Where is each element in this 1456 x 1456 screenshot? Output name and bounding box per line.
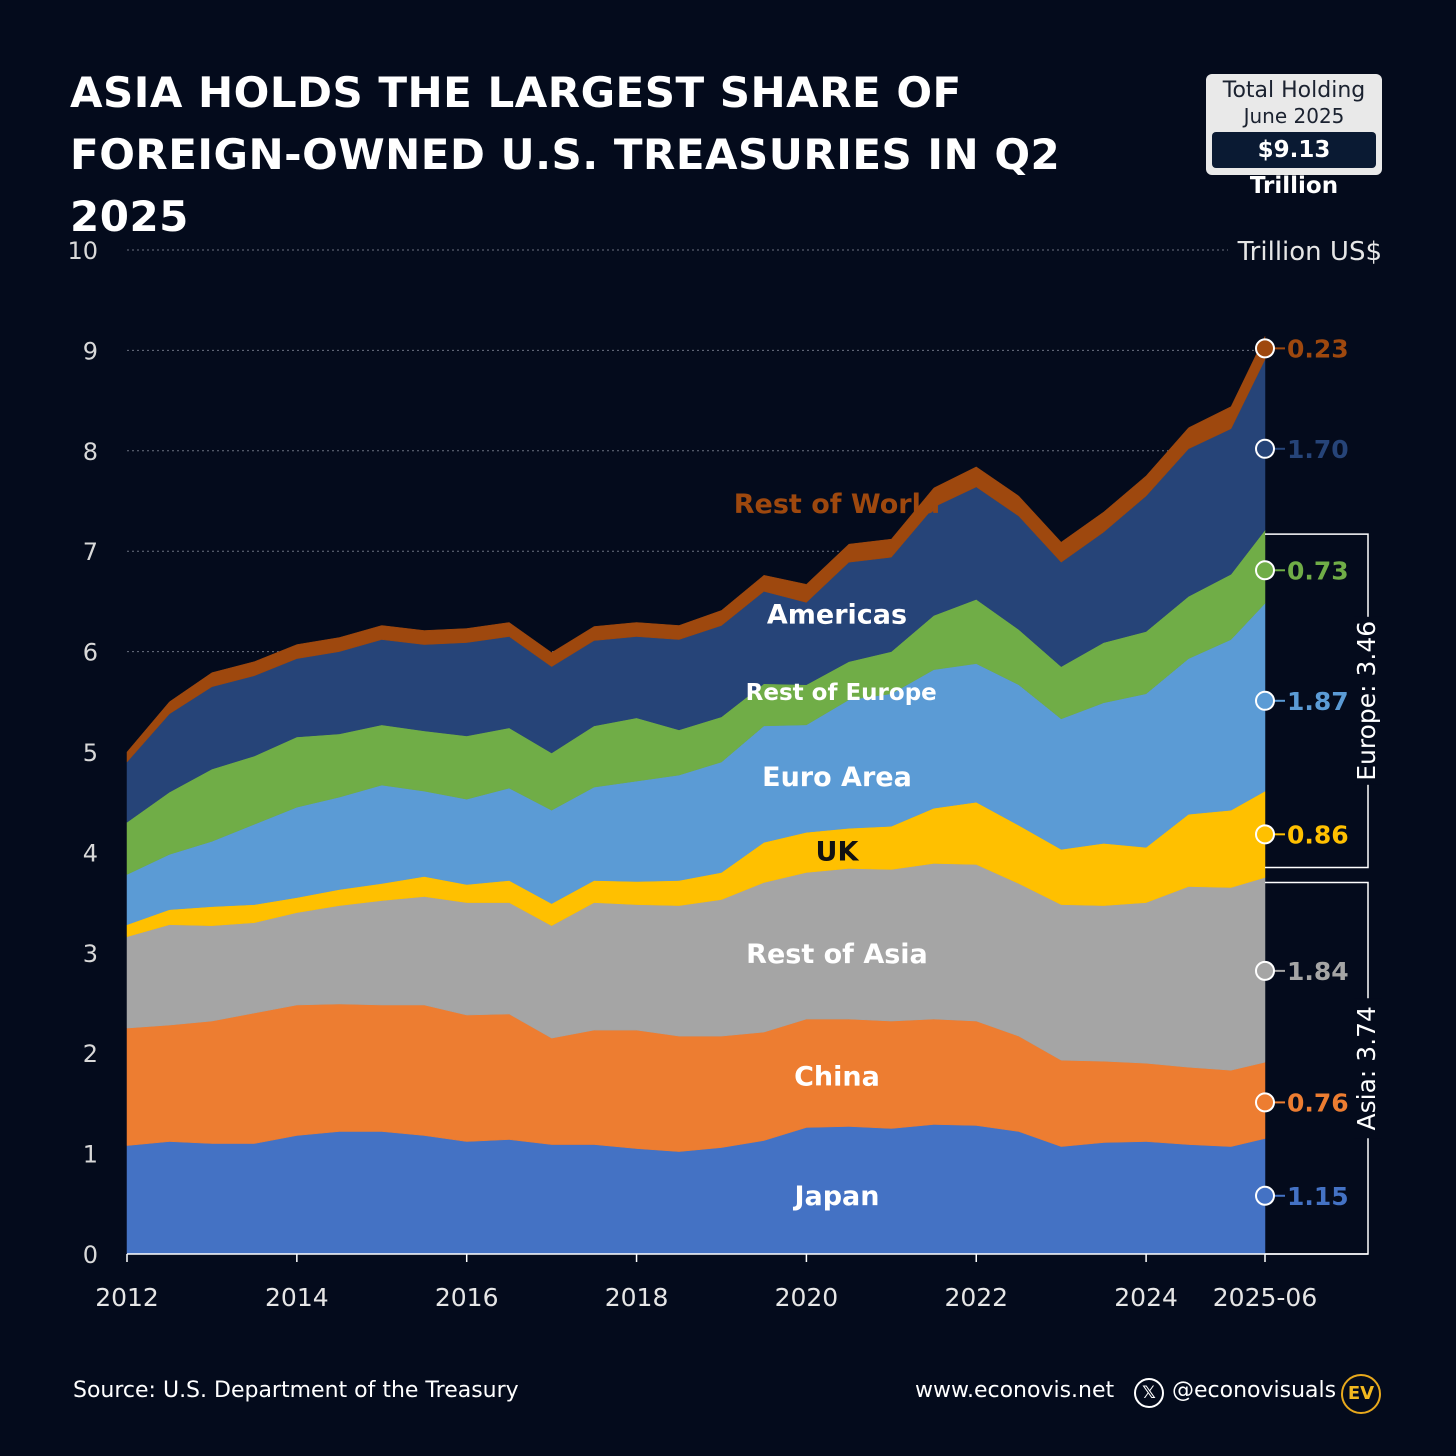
total-holding-date: June 2025 (1243, 104, 1345, 128)
x-tick-label: 2016 (435, 1283, 499, 1312)
end-marker-dot (1255, 824, 1275, 845)
end-marker-value: 1.15 (1287, 1182, 1349, 1211)
total-holding-badge: Total Holding June 2025 $9.13 Trillion (1206, 74, 1382, 199)
bracket-label: Asia: 3.74 (1352, 1006, 1381, 1130)
source-text: Source: U.S. Department of the Treasury (73, 1378, 519, 1403)
end-marker-value: 0.23 (1287, 334, 1349, 363)
y-axis-label: Trillion US$ (1237, 237, 1382, 267)
end-marker-value: 1.87 (1287, 687, 1349, 716)
area-rest-of-world (126, 336, 1266, 763)
ev-logo-icon: EV (1341, 1374, 1381, 1414)
series-label: Euro Area (762, 762, 912, 793)
end-marker-value: 0.76 (1287, 1088, 1349, 1117)
y-tick-label: 3 (83, 940, 98, 968)
y-tick-label: 6 (83, 639, 98, 667)
end-marker-value: 1.84 (1287, 957, 1349, 986)
series-label: Americas (767, 599, 907, 630)
end-marker-dot (1255, 960, 1275, 981)
y-tick-label: 10 (67, 237, 98, 265)
total-holding-value: $9.13 Trillion (1212, 132, 1376, 199)
series-label: Rest of World (734, 489, 940, 520)
x-tick-label: 2024 (1114, 1283, 1178, 1312)
y-tick-label: 8 (83, 438, 98, 466)
x-tick-label: 2022 (944, 1283, 1008, 1312)
bracket-label-bg (1354, 616, 1382, 785)
end-marker-dot (1255, 1092, 1275, 1113)
title-line-2: FOREIGN-OWNED U.S. TREASURIES IN Q2 2025 (70, 130, 1061, 241)
title-line-1: ASIA HOLDS THE LARGEST SHARE OF (70, 68, 962, 117)
end-marker-value: 0.73 (1287, 556, 1349, 585)
end-marker-dot (1255, 690, 1275, 711)
y-tick-label: 0 (83, 1241, 98, 1269)
end-marker-dot (1255, 338, 1275, 359)
y-tick-label: 2 (83, 1040, 98, 1068)
series-label: Rest of Asia (746, 939, 928, 970)
website-link[interactable]: www.econovis.net (915, 1378, 1115, 1403)
y-tick-label: 4 (83, 839, 98, 867)
end-marker-dot (1255, 560, 1275, 581)
chart-title: ASIA HOLDS THE LARGEST SHARE OF FOREIGN-… (70, 62, 1150, 248)
series-label: Japan (792, 1181, 879, 1212)
y-tick-label: 1 (83, 1141, 98, 1169)
series-label: UK (816, 836, 860, 867)
social-handle[interactable]: @econovisuals (1172, 1378, 1337, 1403)
x-logo-icon: 𝕏 (1134, 1378, 1164, 1408)
x-tick-label: 2014 (265, 1283, 329, 1312)
y-tick-label: 5 (83, 739, 98, 767)
end-marker-value: 1.70 (1287, 435, 1349, 464)
x-tick-label: 2012 (95, 1283, 159, 1312)
end-marker-value: 0.86 (1287, 820, 1349, 849)
y-tick-label: 9 (83, 337, 98, 365)
total-holding-label: Total Holding (1222, 78, 1366, 103)
series-label: Rest of Europe (746, 680, 937, 706)
y-tick-label: 7 (83, 538, 98, 566)
end-marker-dot (1255, 1185, 1275, 1206)
x-tick-label: 2018 (605, 1283, 669, 1312)
series-label: China (794, 1061, 880, 1092)
bracket-label-bg (1354, 998, 1382, 1139)
bracket-label: Europe: 3.46 (1352, 621, 1381, 781)
x-tick-label: 2025-06 (1213, 1283, 1317, 1312)
end-marker-dot (1255, 438, 1275, 459)
x-tick-label: 2020 (775, 1283, 839, 1312)
